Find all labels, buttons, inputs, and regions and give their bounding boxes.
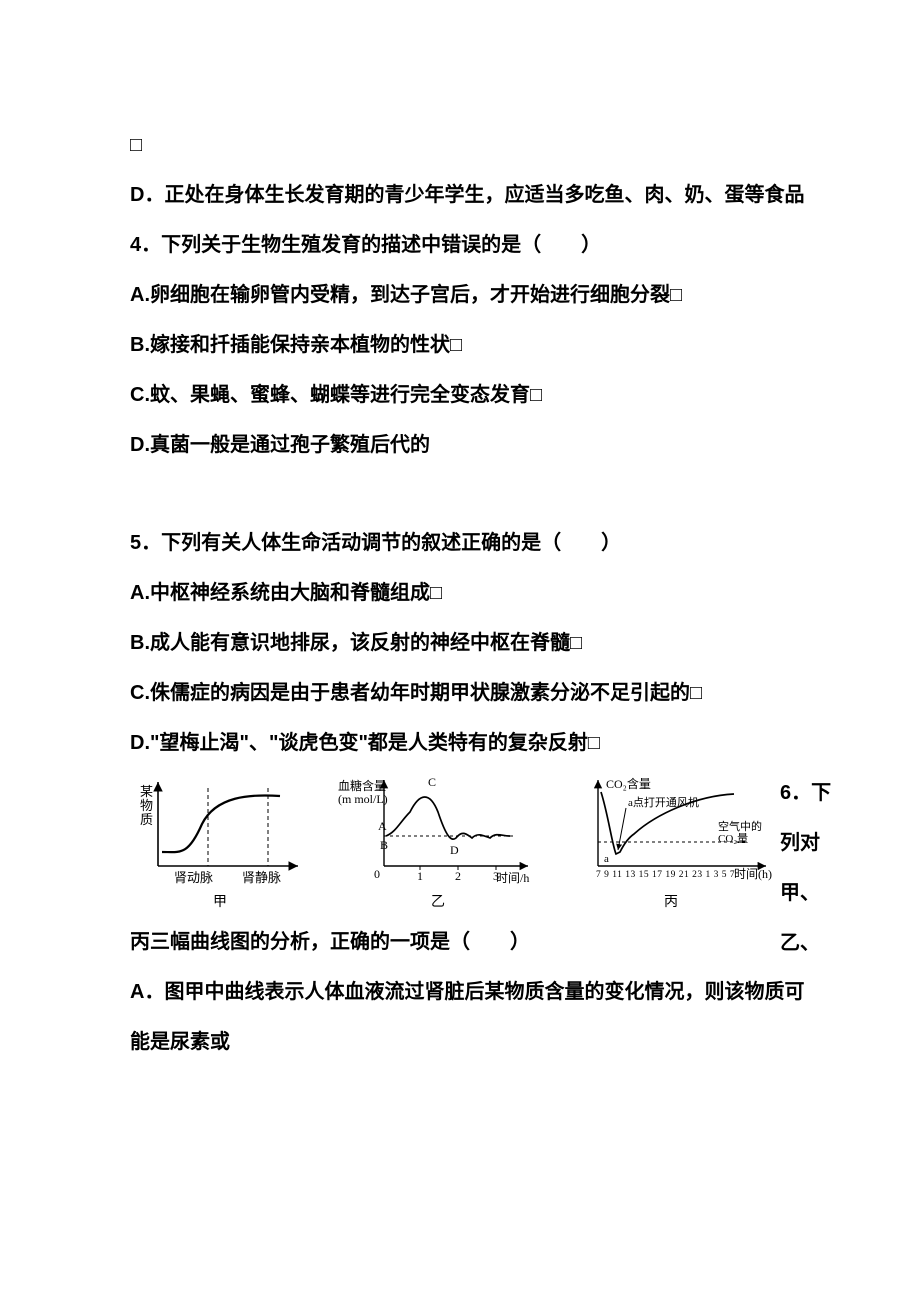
svg-text:肾动脉: 肾动脉	[174, 870, 213, 885]
q6-option-a: A．图甲中曲线表示人体血液流过肾脏后某物质含量的变化情况，则该物质可能是尿素或	[130, 967, 810, 1067]
svg-text:某: 某	[140, 784, 153, 799]
svg-text:时间/h: 时间/h	[496, 871, 529, 885]
svg-text:a: a	[604, 853, 609, 865]
charts-row: 某物质肾动脉肾静脉 甲 血糖含量(m mol/L)ABCD0123时间/h 乙 …	[130, 774, 810, 911]
svg-text:2: 2	[455, 869, 461, 883]
chart-yi: 血糖含量(m mol/L)ABCD0123时间/h 乙	[338, 774, 538, 911]
q5-option-b: B.成人能有意识地排尿，该反射的神经中枢在脊髓□	[130, 618, 810, 668]
svg-text:血糖含量: 血糖含量	[338, 778, 386, 793]
q6-stem-tail: 丙三幅曲线图的分析，正确的一项是（ ）	[130, 917, 810, 967]
q6-float-2: 列对	[780, 832, 820, 854]
chart-jia-svg: 某物质肾动脉 肾静脉	[130, 774, 310, 889]
svg-text:(m mol/L): (m mol/L)	[338, 792, 388, 806]
q5-stem: 5．下列有关人体生命活动调节的叙述正确的是（ ）	[130, 518, 810, 568]
q6-float-4: 乙、	[780, 932, 820, 954]
chart-bing-caption: 丙	[664, 891, 678, 911]
q4-option-d: D.真菌一般是通过孢子繁殖后代的	[130, 420, 810, 470]
q4-option-b: B.嫁接和扦插能保持亲本植物的性状□	[130, 320, 810, 370]
svg-text:CO₂含量: CO₂含量	[606, 776, 651, 791]
svg-text:7 9 11 13 15 17 19 21 23 1 3 5: 7 9 11 13 15 17 19 21 23 1 3 5 7	[596, 870, 735, 880]
svg-text:质: 质	[140, 812, 153, 827]
q4-option-a: A.卵细胞在输卵管内受精，到达子宫后，才开始进行细胞分裂□	[130, 270, 810, 320]
svg-text:CO₂量: CO₂量	[718, 832, 748, 845]
svg-text:物: 物	[140, 798, 153, 813]
chart-jia: 某物质肾动脉 肾静脉 甲	[130, 774, 310, 911]
q6-float-text: 6．下 列对 甲、 乙、	[780, 768, 840, 968]
q5-option-d: D."望梅止渴"、"谈虎色变"都是人类特有的复杂反射□	[130, 718, 810, 768]
trailing-box: □	[130, 120, 810, 170]
svg-text:D: D	[450, 843, 459, 857]
q4-option-c: C.蚊、果蝇、蜜蜂、蝴蝶等进行完全变态发育□	[130, 370, 810, 420]
q5-option-a: A.中枢神经系统由大脑和脊髓组成□	[130, 568, 810, 618]
chart-bing-svg: CO₂含量 a点打开通风机空气中的CO₂量 a 7 9 11 13 15 17 19 …	[566, 774, 776, 889]
chart-yi-caption: 乙	[431, 891, 445, 911]
svg-text:0: 0	[374, 867, 380, 881]
svg-text:1: 1	[417, 869, 423, 883]
chart-jia-caption: 甲	[213, 891, 227, 911]
chart-yi-svg: 血糖含量(m mol/L)ABCD0123时间/h	[338, 774, 538, 889]
svg-text:B: B	[380, 838, 388, 852]
svg-text:肾静脉: 肾静脉	[242, 870, 281, 885]
svg-text:时间(h): 时间(h)	[734, 867, 772, 881]
chart-bing: CO₂含量 a点打开通风机空气中的CO₂量 a 7 9 11 13 15 17 19 …	[566, 774, 776, 911]
q5-option-c: C.侏儒症的病因是由于患者幼年时期甲状腺激素分泌不足引起的□	[130, 668, 810, 718]
q6-block: 6．下 列对 甲、 乙、 某物质肾动脉肾静脉 甲 血糖含量(m mol/L)AB…	[130, 774, 810, 911]
q3-option-d: D．正处在身体生长发育期的青少年学生，应适当多吃鱼、肉、奶、蛋等食品	[130, 170, 810, 220]
q4-stem: 4．下列关于生物生殖发育的描述中错误的是（ ）	[130, 220, 810, 270]
svg-text:A: A	[378, 819, 387, 833]
svg-text:C: C	[428, 775, 436, 789]
q6-float-1: 6．下	[780, 782, 831, 804]
q6-float-3: 甲、	[780, 882, 820, 904]
svg-text:空气中的: 空气中的	[718, 819, 762, 833]
svg-text:a点打开通风机: a点打开通风机	[628, 795, 699, 809]
